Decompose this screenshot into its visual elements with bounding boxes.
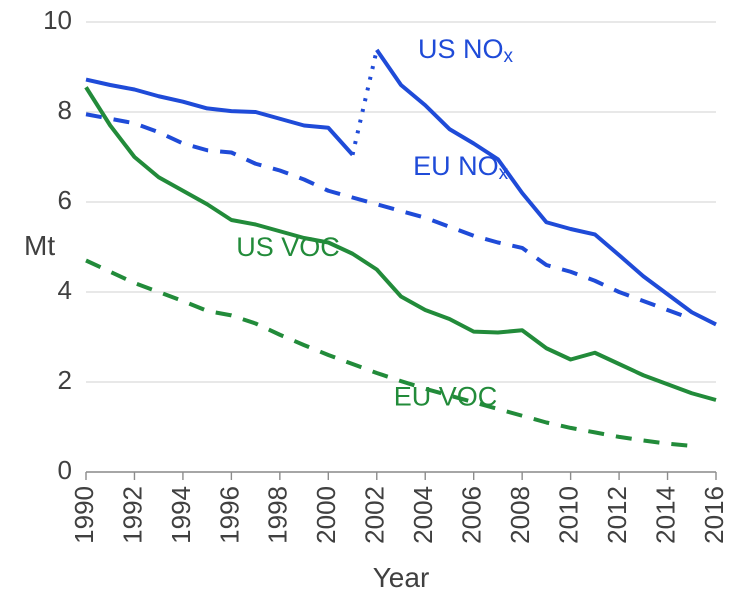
y-axis-label: Mt (24, 230, 55, 261)
series-label-us_nox_a: US NOx (418, 34, 514, 67)
x-tick-label: 2002 (360, 486, 390, 544)
x-tick-label: 2012 (602, 486, 632, 544)
x-tick-label: 2008 (505, 486, 535, 544)
y-tick-label: 2 (58, 365, 72, 395)
x-tick-label: 1996 (214, 486, 244, 544)
x-tick-label: 2006 (457, 486, 487, 544)
x-axis-label: Year (373, 562, 430, 593)
y-tick-label: 8 (58, 95, 72, 125)
y-tick-label: 0 (58, 455, 72, 485)
y-tick-label: 4 (58, 275, 72, 305)
x-tick-label: 1990 (69, 486, 99, 544)
x-tick-label: 1994 (166, 486, 196, 544)
chart-svg: 0 2 4 6 8 10 1990 1992 1994 1996 1998 2000 2002 2004 2… (0, 0, 736, 601)
y-tick-label: 10 (43, 5, 72, 35)
x-tick-label: 2000 (311, 486, 341, 544)
x-tick-label: 2016 (699, 486, 729, 544)
series-label-us_voc: US VOC (236, 232, 340, 262)
x-tick-label: 1992 (117, 486, 147, 544)
x-tick-label: 2014 (650, 486, 680, 544)
y-tick-label: 6 (58, 185, 72, 215)
series-label-eu_nox: EU NOx (413, 151, 509, 184)
x-tick-label: 2010 (553, 486, 583, 544)
x-tick-label: 2004 (408, 486, 438, 544)
x-tick-label: 1998 (263, 486, 293, 544)
series-label-eu_voc: EU VOC (394, 381, 498, 411)
emissions-line-chart: 0 2 4 6 8 10 1990 1992 1994 1996 1998 2000 2002 2004 2… (0, 0, 736, 601)
